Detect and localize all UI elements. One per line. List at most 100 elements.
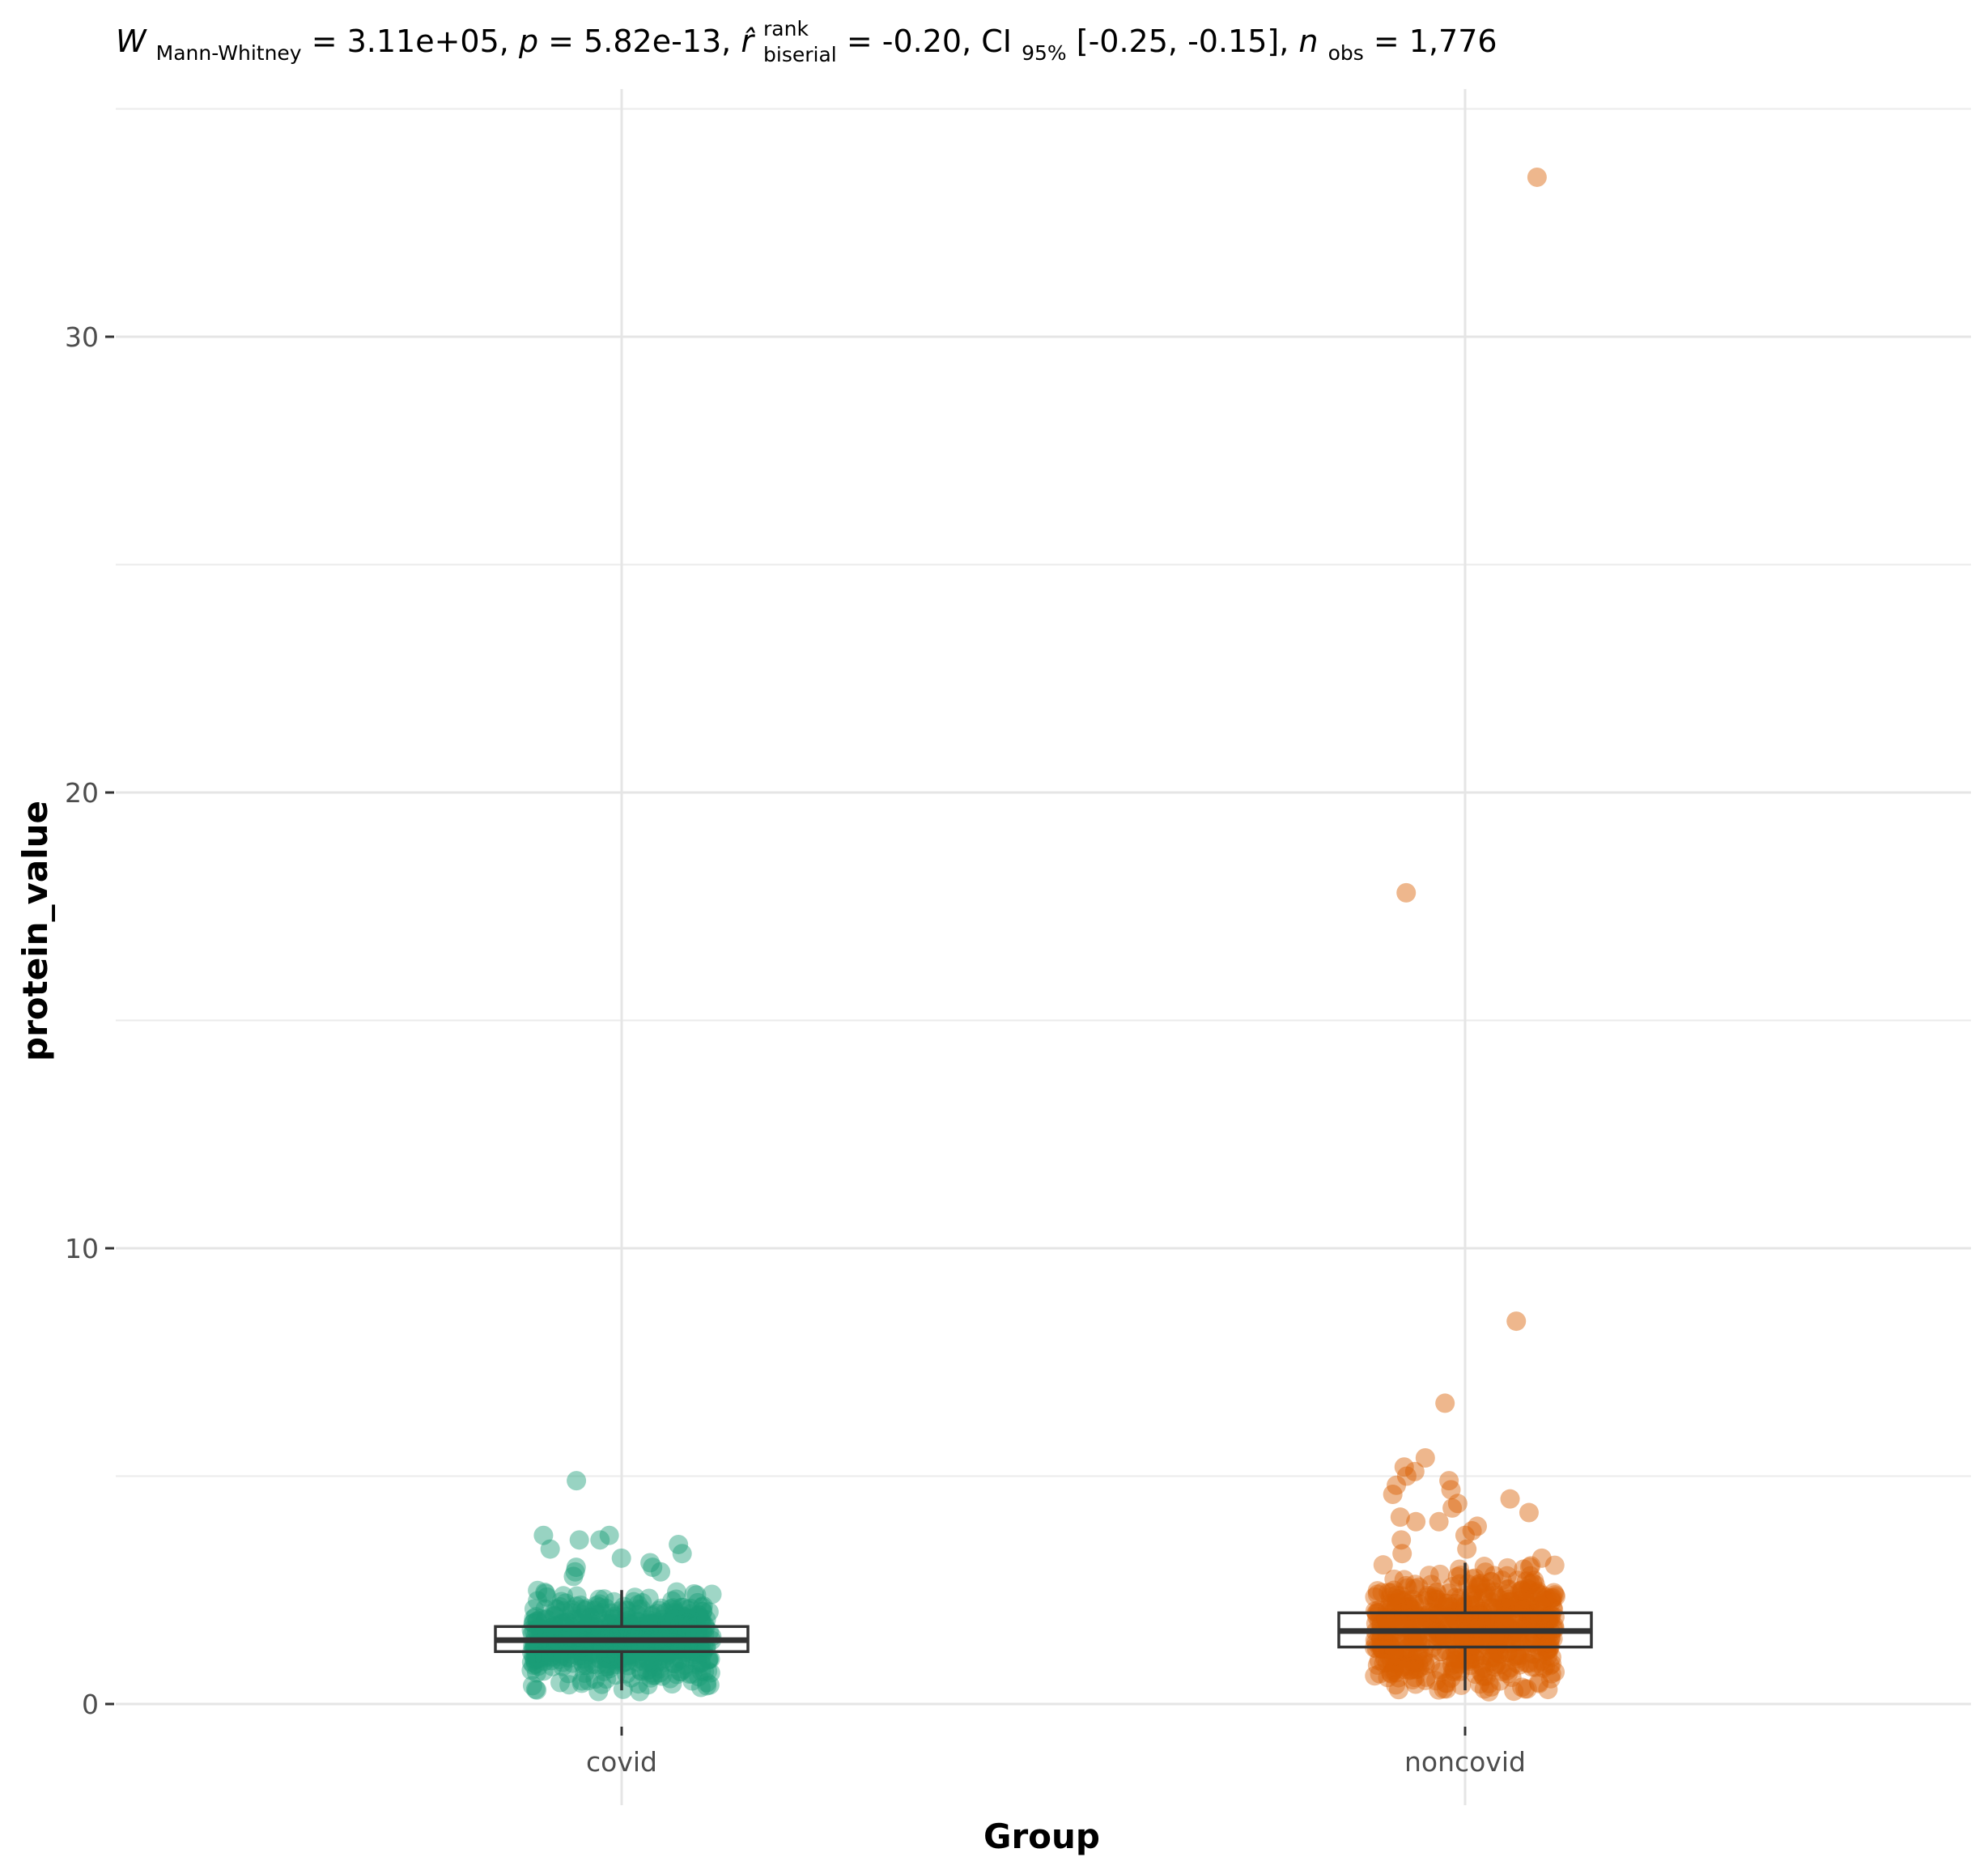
data-point bbox=[1369, 1651, 1389, 1671]
data-point bbox=[1525, 1657, 1545, 1677]
data-point bbox=[608, 1649, 628, 1669]
data-point bbox=[1430, 1564, 1451, 1584]
data-point bbox=[697, 1676, 717, 1696]
data-point bbox=[1536, 1587, 1557, 1607]
data-point bbox=[599, 1650, 619, 1670]
data-point bbox=[688, 1607, 708, 1627]
data-point bbox=[1544, 1583, 1564, 1603]
data-point bbox=[529, 1640, 550, 1660]
data-point bbox=[1507, 1646, 1527, 1666]
data-point bbox=[623, 1615, 644, 1635]
data-point bbox=[662, 1674, 682, 1694]
subtitle-n-sub: obs bbox=[1328, 41, 1364, 65]
data-point bbox=[1381, 1663, 1401, 1683]
data-point bbox=[1527, 1653, 1548, 1673]
data-point bbox=[565, 1609, 585, 1630]
outlier-point bbox=[1435, 1393, 1455, 1413]
subtitle-n-symbol: n bbox=[1298, 23, 1318, 59]
data-point bbox=[1497, 1660, 1517, 1681]
outlier-point bbox=[1455, 1525, 1475, 1545]
data-point bbox=[1510, 1645, 1531, 1665]
data-point bbox=[1377, 1653, 1397, 1673]
data-point bbox=[1489, 1671, 1510, 1691]
outlier-point bbox=[1406, 1511, 1426, 1532]
data-point bbox=[603, 1608, 623, 1629]
data-point bbox=[674, 1655, 695, 1676]
data-point bbox=[1531, 1651, 1552, 1672]
data-point bbox=[1521, 1580, 1541, 1600]
data-point bbox=[571, 1671, 592, 1691]
data-point bbox=[1512, 1579, 1532, 1600]
data-point bbox=[545, 1606, 565, 1626]
data-point bbox=[656, 1618, 676, 1638]
data-point bbox=[1378, 1647, 1399, 1667]
data-point bbox=[698, 1661, 718, 1681]
data-point bbox=[661, 1610, 682, 1630]
data-point bbox=[667, 1664, 687, 1685]
data-point bbox=[1400, 1660, 1420, 1681]
data-point bbox=[1397, 1578, 1417, 1598]
data-point bbox=[1512, 1581, 1532, 1601]
data-point bbox=[1539, 1638, 1559, 1659]
data-point bbox=[1489, 1634, 1509, 1655]
data-point bbox=[614, 1652, 634, 1672]
data-point bbox=[1475, 1582, 1495, 1602]
data-point bbox=[553, 1652, 573, 1672]
data-point bbox=[1485, 1647, 1505, 1668]
data-point bbox=[1474, 1679, 1494, 1699]
data-point bbox=[1455, 1606, 1476, 1626]
data-point bbox=[1377, 1612, 1397, 1632]
data-point bbox=[1388, 1680, 1408, 1700]
data-point bbox=[1520, 1596, 1540, 1616]
data-point bbox=[553, 1586, 573, 1606]
data-point bbox=[1511, 1604, 1531, 1625]
data-point bbox=[662, 1591, 682, 1611]
data-point bbox=[1472, 1601, 1492, 1621]
data-point bbox=[1485, 1585, 1506, 1605]
outlier-point bbox=[1468, 1516, 1488, 1536]
data-point bbox=[525, 1654, 546, 1674]
data-point bbox=[542, 1651, 562, 1671]
data-point bbox=[639, 1614, 660, 1634]
data-point bbox=[1538, 1646, 1558, 1666]
data-point bbox=[1545, 1585, 1565, 1605]
data-point bbox=[654, 1652, 674, 1672]
data-point bbox=[1426, 1590, 1446, 1610]
data-point bbox=[1448, 1650, 1468, 1670]
data-point bbox=[525, 1607, 546, 1627]
data-point bbox=[1471, 1662, 1491, 1682]
data-point bbox=[1542, 1654, 1562, 1674]
data-point bbox=[647, 1604, 667, 1624]
data-point bbox=[1455, 1630, 1475, 1650]
data-point bbox=[1463, 1583, 1483, 1604]
data-point bbox=[1512, 1677, 1532, 1698]
data-point bbox=[691, 1661, 712, 1681]
data-point bbox=[665, 1608, 685, 1629]
data-point bbox=[1446, 1644, 1467, 1664]
outlier-point bbox=[640, 1553, 661, 1573]
data-point bbox=[573, 1638, 593, 1659]
data-point bbox=[592, 1602, 612, 1622]
data-point bbox=[1383, 1659, 1404, 1680]
data-point bbox=[1489, 1643, 1509, 1664]
data-point bbox=[592, 1674, 612, 1694]
data-point bbox=[663, 1598, 683, 1618]
data-point bbox=[1514, 1587, 1535, 1607]
data-point bbox=[689, 1667, 709, 1687]
data-point bbox=[1485, 1640, 1505, 1660]
data-point bbox=[1519, 1557, 1540, 1577]
data-point bbox=[673, 1606, 694, 1626]
data-point bbox=[682, 1604, 702, 1624]
data-point bbox=[1492, 1570, 1512, 1591]
data-point bbox=[1394, 1659, 1414, 1680]
data-point bbox=[1435, 1629, 1455, 1649]
data-point bbox=[1369, 1600, 1389, 1620]
data-point bbox=[1372, 1583, 1392, 1603]
data-point bbox=[1403, 1600, 1423, 1620]
data-point bbox=[702, 1584, 722, 1604]
data-point bbox=[665, 1609, 685, 1630]
data-point bbox=[643, 1618, 663, 1638]
outlier-point bbox=[1404, 1461, 1425, 1481]
data-point bbox=[1541, 1605, 1561, 1625]
data-point bbox=[1383, 1662, 1403, 1682]
